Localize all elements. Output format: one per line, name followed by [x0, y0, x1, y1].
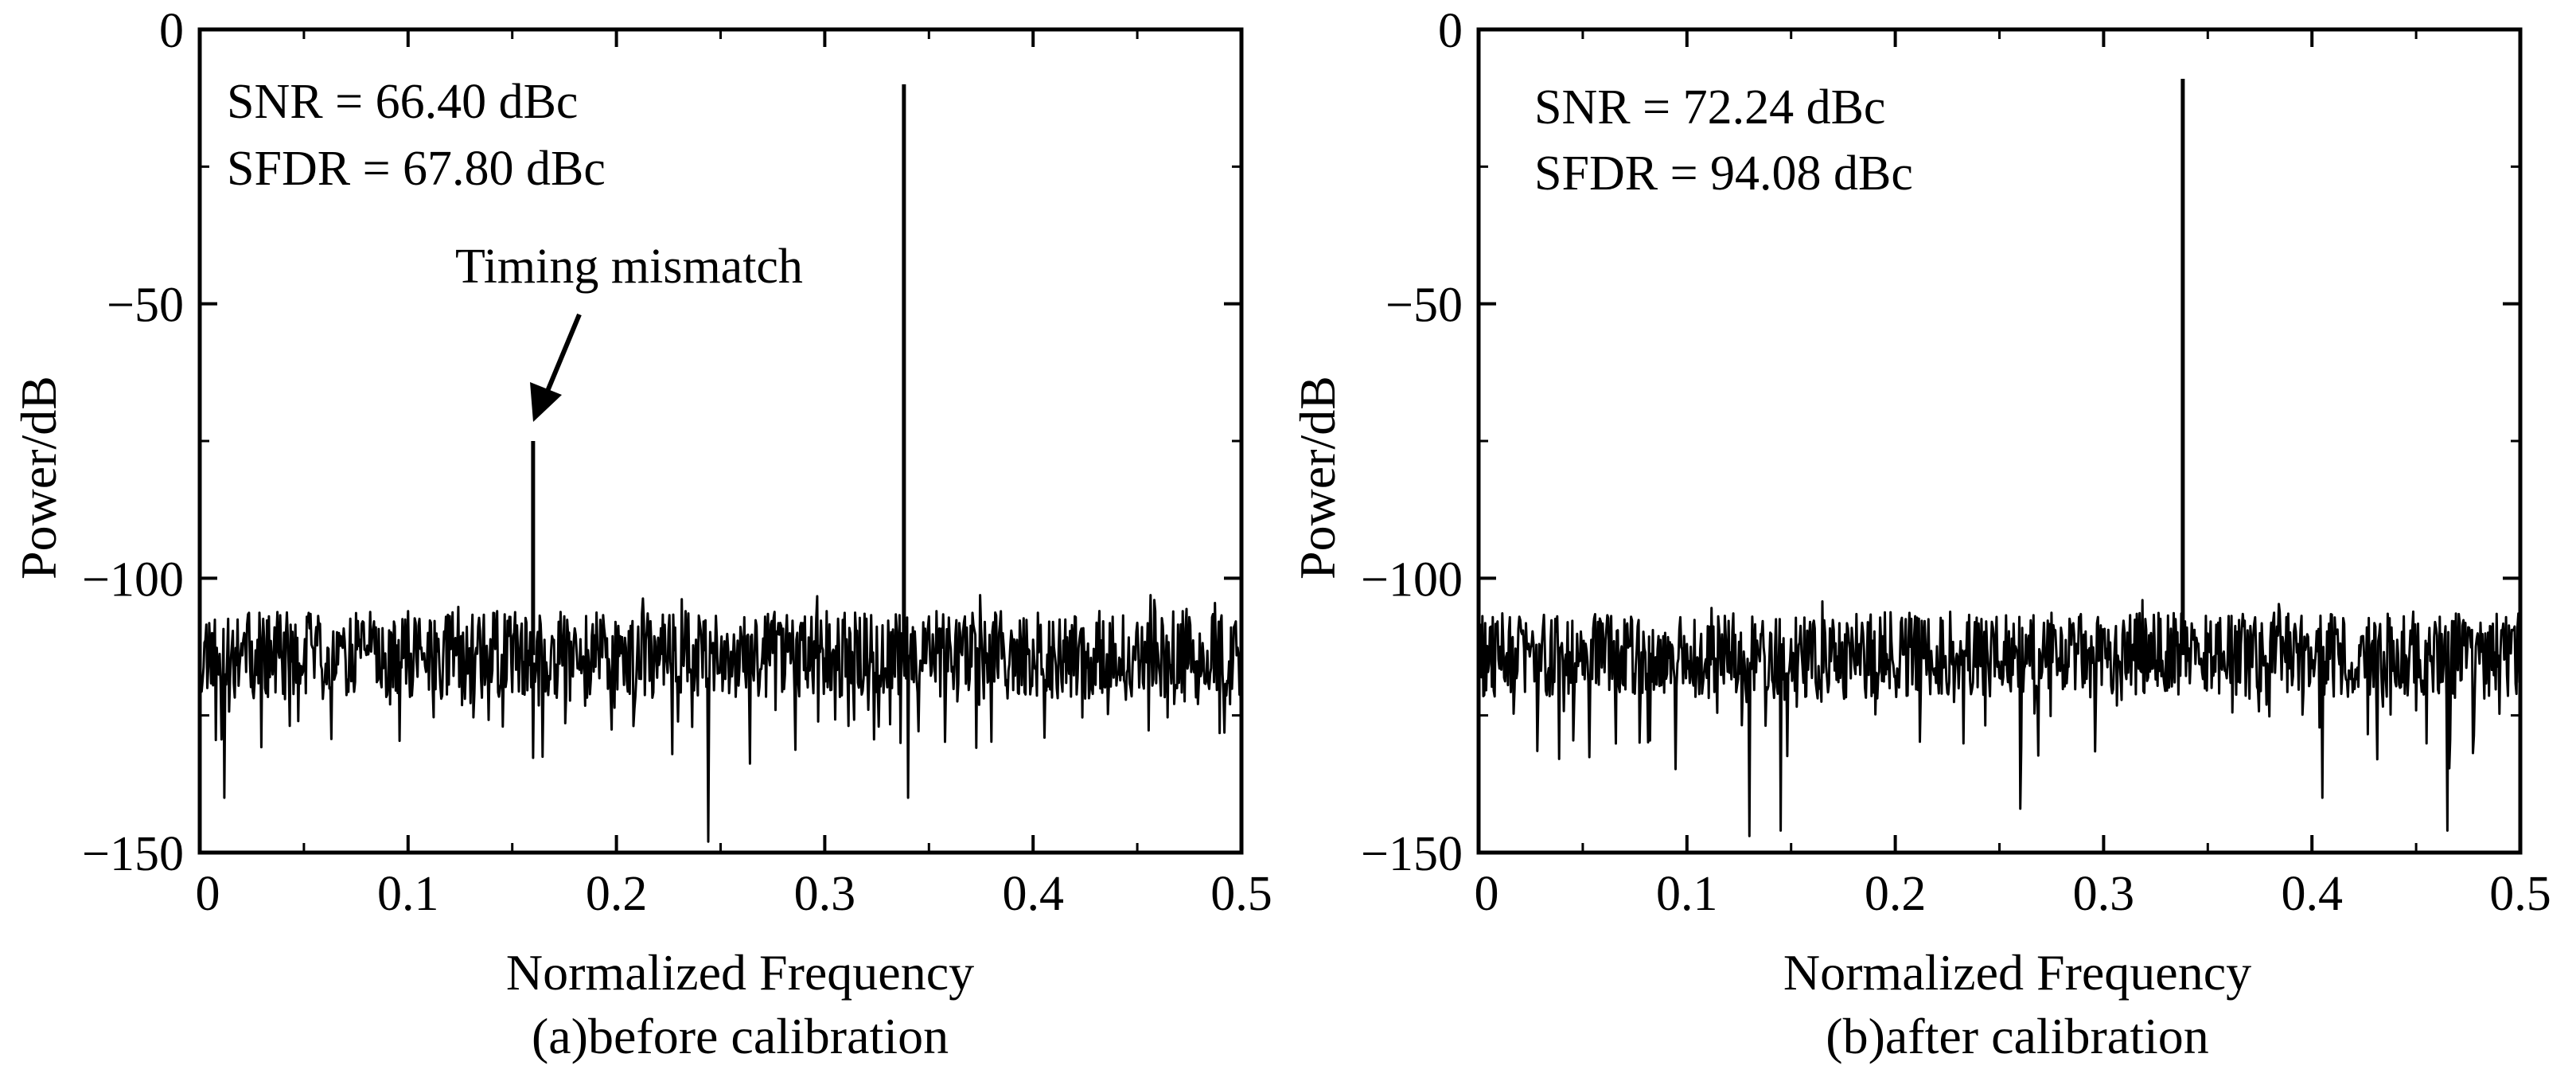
y-axis-label: Power/dB: [10, 376, 67, 580]
spectrum-line: [1477, 599, 2522, 837]
y-axis: 0 −50 −100 −150: [82, 4, 1241, 881]
y-tick-label: −50: [1385, 279, 1463, 333]
timing-mismatch-arrow-head: [530, 382, 562, 422]
snr-annotation: SNR = 72.24 dBc: [1534, 80, 1885, 135]
y-tick-label: −100: [82, 552, 184, 607]
x-tick-label: 0.5: [2489, 867, 2551, 921]
sfdr-annotation: SFDR = 67.80 dBc: [227, 142, 606, 196]
x-axis: 0 0.1 0.2 0.3 0.4 0.5: [196, 29, 1272, 921]
x-tick-label: 0: [1475, 867, 1499, 921]
panel-caption: (a)before calibration: [532, 1008, 949, 1064]
x-tick-label: 0.2: [586, 867, 648, 921]
sfdr-annotation: SFDR = 94.08 dBc: [1534, 146, 1913, 201]
y-tick-label: 0: [1438, 4, 1463, 58]
x-axis-label: Normalized Frequency: [506, 944, 974, 1001]
spectrum-line: [198, 594, 1243, 843]
panel-after-calibration: 0 −50 −100 −150 0 0.1 0.2 0.3 0.4 0.5 SNR = 72.2…: [1289, 4, 2551, 1064]
snr-annotation: SNR = 66.40 dBc: [227, 75, 578, 129]
x-axis: 0 0.1 0.2 0.3 0.4 0.5: [1475, 29, 2551, 921]
x-tick-label: 0: [196, 867, 220, 921]
spectral-peaks: [531, 84, 906, 655]
x-tick-label: 0.3: [794, 867, 856, 921]
y-axis-label: Power/dB: [1289, 376, 1346, 580]
x-tick-label: 0.1: [377, 867, 439, 921]
panel-before-calibration: 0 −50 −100 −150 0 0.1 0.2 0.3 0.4 0.5 SNR = 66.4…: [10, 4, 1272, 1064]
x-tick-label: 0.1: [1656, 867, 1718, 921]
x-tick-label: 0.4: [1002, 867, 1064, 921]
x-tick-label: 0.4: [2281, 867, 2343, 921]
y-tick-label: −100: [1361, 552, 1463, 607]
y-tick-label: −150: [1361, 827, 1463, 881]
timing-mismatch-arrow-shaft: [544, 313, 582, 396]
y-tick-label: −50: [107, 279, 184, 333]
x-tick-label: 0.5: [1210, 867, 1272, 921]
timing-mismatch-annotation: Timing mismatch: [455, 240, 803, 294]
x-tick-label: 0.3: [2073, 867, 2135, 921]
x-axis-label: Normalized Frequency: [1783, 944, 2251, 1001]
panel-caption: (b)after calibration: [1826, 1008, 2209, 1064]
x-tick-label: 0.2: [1865, 867, 1927, 921]
y-tick-label: −150: [82, 827, 184, 881]
y-axis: 0 −50 −100 −150: [1361, 4, 2520, 881]
y-tick-label: 0: [159, 4, 184, 58]
